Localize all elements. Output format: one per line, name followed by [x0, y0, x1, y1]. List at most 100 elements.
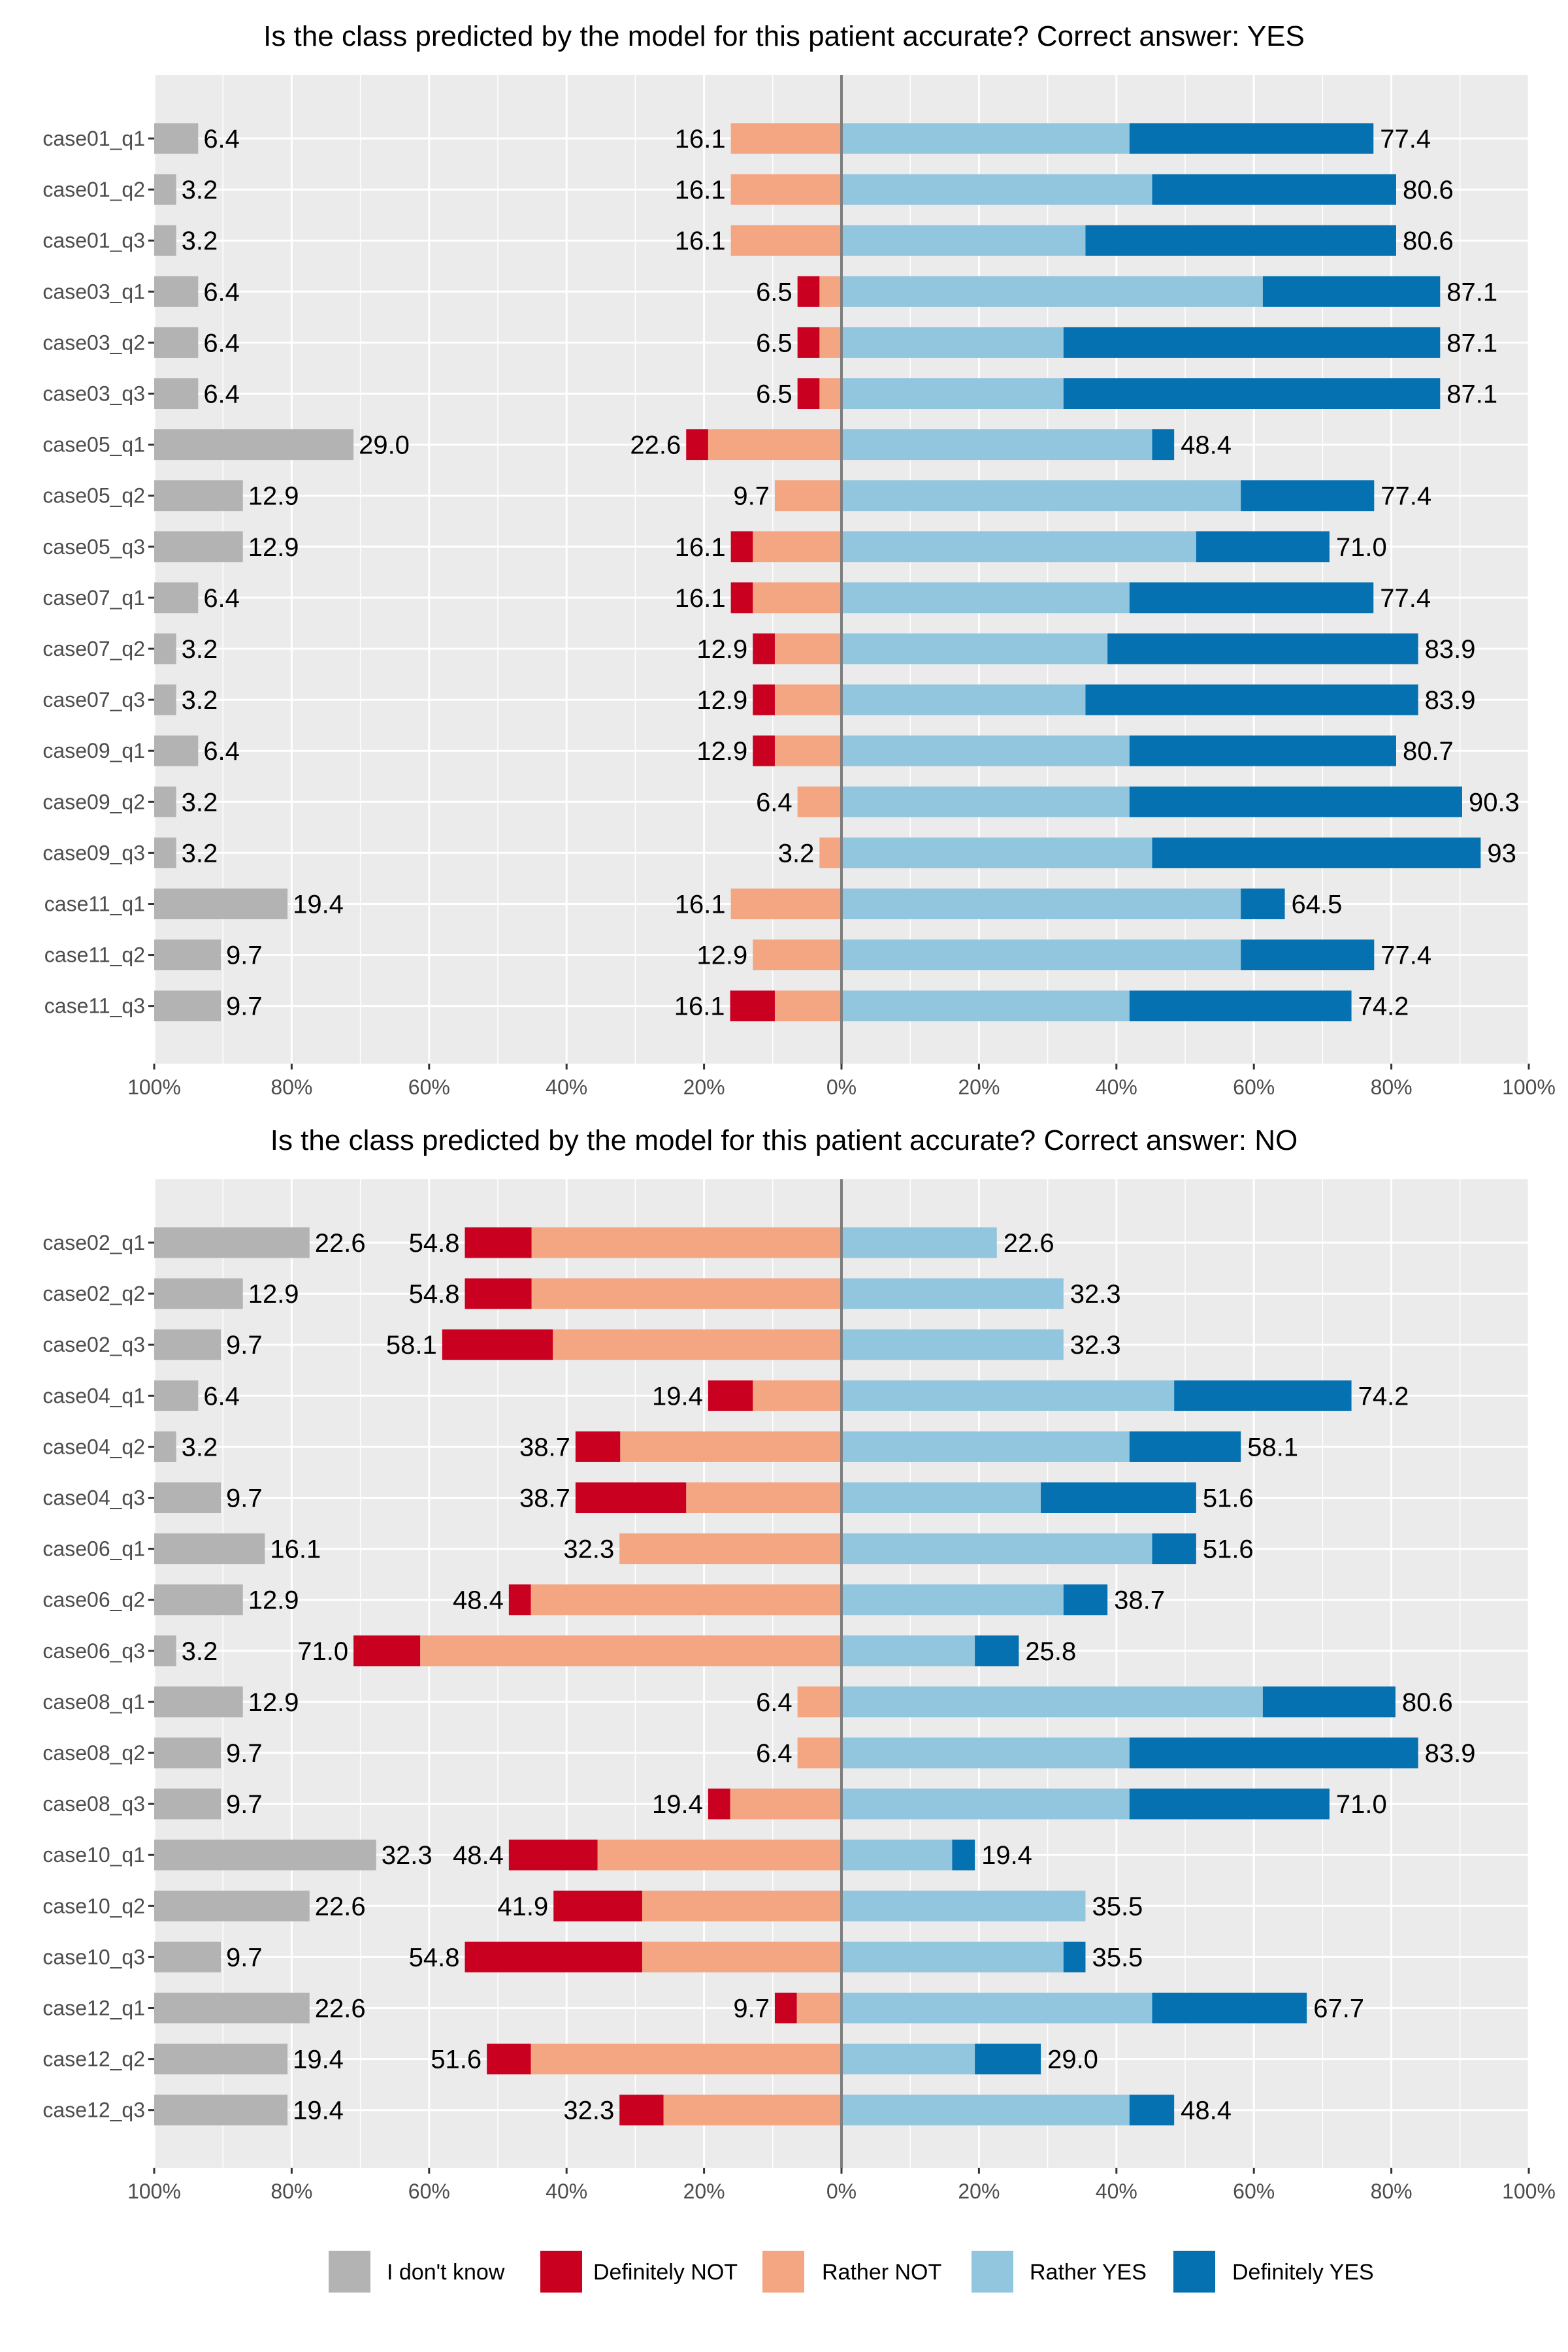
- bar-rather-not: [730, 889, 841, 919]
- bar-row: case12_q3 19.4 32.3 48.4: [42, 2095, 1232, 2126]
- label-negative: 19.4: [652, 1382, 703, 1411]
- category-label: case05_q3: [42, 535, 145, 559]
- chart-panel-1: Is the class predicted by the model for …: [42, 20, 1556, 1099]
- bar-row: case02_q1 22.6 54.8 22.6: [42, 1227, 1054, 1258]
- bar-idk: [154, 2044, 288, 2075]
- label-positive: 32.3: [1070, 1331, 1121, 1360]
- label-idk: 6.4: [203, 278, 240, 306]
- bar-idk: [154, 939, 221, 971]
- label-positive: 80.6: [1403, 227, 1454, 255]
- label-positive: 87.1: [1446, 380, 1497, 409]
- bar-rather-not: [819, 837, 841, 868]
- bar-idk: [154, 990, 221, 1022]
- bar-rather-not: [531, 2044, 841, 2075]
- category-label: case03_q3: [42, 382, 145, 406]
- bar-rather-not: [686, 1482, 841, 1513]
- bar-rather-yes: [841, 990, 1130, 1022]
- bar-rather-yes: [841, 1839, 953, 1870]
- category-label: case06_q3: [42, 1639, 145, 1663]
- label-positive: 22.6: [1004, 1229, 1054, 1258]
- bar-idk: [154, 1278, 243, 1309]
- bar-rather-yes: [841, 1635, 975, 1667]
- legend-label: Definitely NOT: [593, 2260, 738, 2285]
- label-positive: 48.4: [1181, 2097, 1232, 2125]
- bar-definitely-yes: [975, 2044, 1041, 2075]
- bar-rather-yes: [841, 1686, 1263, 1718]
- label-negative: 16.1: [675, 890, 726, 919]
- bar-definitely-yes: [975, 1635, 1019, 1667]
- bar-row: case11_q3 9.7 16.1 74.2: [44, 990, 1409, 1022]
- bar-definitely-yes: [1129, 1431, 1241, 1462]
- bar-rather-yes: [841, 1890, 1086, 1921]
- category-label: case04_q1: [42, 1384, 145, 1407]
- category-label: case10_q1: [42, 1843, 145, 1867]
- bar-definitely-not: [753, 735, 775, 766]
- bar-idk: [154, 1788, 221, 1820]
- bar-rather-yes: [841, 1533, 1152, 1565]
- category-label: case08_q3: [42, 1792, 145, 1816]
- category-label: case04_q3: [42, 1486, 145, 1510]
- bar-idk: [154, 480, 243, 512]
- bar-idk: [154, 1431, 176, 1462]
- label-negative: 48.4: [453, 1841, 504, 1870]
- label-idk: 3.2: [182, 635, 218, 664]
- bar-definitely-yes: [1152, 429, 1175, 461]
- bar-definitely-yes: [1129, 735, 1396, 766]
- bar-definitely-yes: [1063, 1584, 1108, 1616]
- label-negative: 54.8: [409, 1943, 460, 1972]
- bar-rather-yes: [841, 1993, 1152, 2023]
- bar-idk: [154, 1941, 221, 1972]
- bar-rather-not: [620, 1431, 841, 1462]
- x-tick-label: 60%: [1233, 2180, 1275, 2203]
- category-label: case06_q2: [42, 1588, 145, 1612]
- category-label: case09_q1: [42, 739, 145, 762]
- bar-row: case04_q1 6.4 19.4 74.2: [42, 1380, 1409, 1411]
- chart-title: Is the class predicted by the model for …: [263, 20, 1305, 52]
- bar-definitely-yes: [1129, 2095, 1175, 2126]
- bar-rather-yes: [841, 633, 1108, 664]
- bar-definitely-yes: [1152, 837, 1481, 868]
- x-tick-label: 20%: [958, 1075, 1000, 1099]
- category-label: case02_q2: [42, 1282, 145, 1305]
- bar-rather-yes: [841, 276, 1263, 307]
- bar-idk: [154, 684, 176, 715]
- bar-rather-yes: [841, 2044, 975, 2075]
- label-positive: 35.5: [1092, 1892, 1143, 1921]
- label-negative: 48.4: [453, 1586, 504, 1615]
- category-label: case11_q2: [44, 943, 145, 967]
- bar-rather-not: [753, 582, 841, 613]
- bar-row: case12_q1 22.6 9.7 67.7: [42, 1993, 1364, 2023]
- bar-row: case10_q2 22.6 41.9 35.5: [42, 1890, 1143, 1921]
- bar-idk: [154, 276, 199, 307]
- label-negative: 58.1: [386, 1331, 437, 1360]
- bar-rather-not: [796, 1993, 841, 2023]
- category-label: case08_q1: [42, 1690, 145, 1714]
- x-tick-label: 100%: [127, 1075, 181, 1099]
- label-negative: 32.3: [563, 2097, 614, 2125]
- legend-label: Definitely YES: [1232, 2260, 1374, 2285]
- bar-definitely-yes: [1063, 1941, 1086, 1972]
- bar-definitely-yes: [1107, 633, 1418, 664]
- bar-definitely-yes: [1241, 889, 1285, 919]
- bar-definitely-yes: [1063, 378, 1441, 409]
- label-idk: 29.0: [359, 431, 410, 460]
- x-tick-label: 20%: [683, 1075, 725, 1099]
- legend-swatch-rather_yes: [972, 2251, 1013, 2293]
- bar-definitely-yes: [1129, 123, 1374, 154]
- label-idk: 12.9: [248, 1280, 299, 1309]
- bar-rather-not: [531, 1227, 841, 1258]
- bar-definitely-not: [508, 1584, 531, 1616]
- bar-idk: [154, 1993, 310, 2023]
- bar-definitely-not: [465, 1227, 532, 1258]
- label-positive: 87.1: [1446, 278, 1497, 306]
- label-idk: 3.2: [182, 839, 218, 868]
- x-tick-label: 100%: [127, 2180, 181, 2203]
- label-idk: 32.3: [382, 1841, 433, 1870]
- bar-definitely-yes: [1196, 531, 1330, 563]
- category-label: case12_q2: [42, 2048, 145, 2071]
- bar-row: case06_q2 12.9 48.4 38.7: [42, 1584, 1165, 1616]
- bar-rather-not: [730, 225, 841, 256]
- bar-row: case11_q1 19.4 16.1 64.5: [44, 889, 1342, 919]
- bar-row: case05_q1 29.0 22.6 48.4: [42, 429, 1232, 461]
- bar-idk: [154, 1329, 221, 1360]
